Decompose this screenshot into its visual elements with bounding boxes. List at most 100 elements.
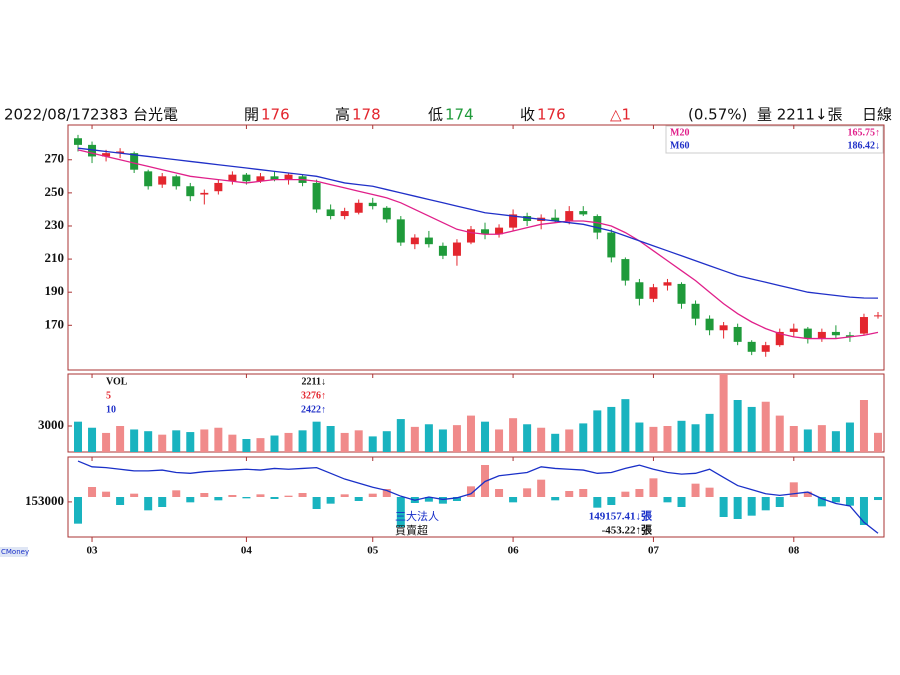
candle-body	[396, 219, 405, 243]
net-bar	[102, 491, 111, 497]
candle-body	[621, 259, 630, 281]
volume-bar	[102, 432, 111, 452]
net-bar	[130, 493, 139, 497]
candle-body	[172, 176, 181, 187]
date: 2022/08/17	[4, 106, 90, 124]
volume-bar	[130, 429, 139, 452]
change-pct: (0.57%)	[688, 106, 747, 124]
volume-bar	[593, 410, 602, 452]
ma-line	[77, 147, 879, 299]
net-bar	[565, 491, 574, 497]
net-bar	[172, 490, 181, 497]
x-tick-label: 03	[87, 545, 99, 557]
volume-bar	[452, 425, 461, 452]
low: 174	[445, 106, 474, 124]
ma-legend-value: 165.75↑	[848, 127, 881, 138]
high: 178	[352, 106, 381, 124]
volume-bar	[874, 432, 882, 452]
y-tick-label: 270	[45, 151, 65, 166]
high-label: 高	[335, 106, 350, 124]
net-bar	[382, 489, 391, 497]
volume-bar	[523, 424, 532, 452]
candle-body	[845, 335, 854, 337]
net-value: -453.22↑張	[602, 524, 653, 537]
net-bar	[424, 497, 433, 502]
volume-bar	[242, 439, 251, 452]
net-bar	[452, 497, 461, 501]
net-bar	[677, 497, 686, 507]
volume-bar	[719, 374, 728, 452]
net-bar	[270, 497, 279, 499]
volume-bar	[396, 419, 405, 452]
volume-bar	[200, 429, 209, 452]
candle-body	[466, 229, 475, 243]
volume-bar	[186, 432, 195, 452]
candle-body	[102, 153, 111, 157]
x-tick-label: 08	[788, 545, 800, 557]
volume-bar	[382, 431, 391, 452]
net-bar	[859, 497, 868, 525]
candle-body	[635, 282, 644, 299]
net-bar	[326, 497, 335, 504]
candle-body	[354, 202, 363, 213]
candle-body	[368, 202, 377, 207]
net-bar	[466, 486, 475, 497]
volume-bar	[677, 420, 686, 452]
candle-body	[761, 345, 770, 352]
candle-body	[747, 341, 756, 352]
volume-bar	[74, 421, 82, 452]
volume-bar	[565, 429, 574, 452]
net-bar	[242, 497, 251, 499]
net-bar	[803, 491, 812, 497]
candle-body	[719, 325, 728, 331]
net-bar	[874, 497, 882, 501]
candle-body	[831, 331, 840, 336]
volume-bar	[691, 424, 700, 452]
candle-body	[509, 214, 518, 228]
candle-body	[438, 245, 447, 256]
volume-bar	[551, 433, 560, 452]
net-bar	[705, 487, 714, 497]
net-bar	[200, 493, 209, 497]
y-tick-label: 230	[45, 217, 65, 232]
net-bar	[817, 497, 826, 507]
volume-bar	[775, 415, 784, 452]
price-panel	[67, 124, 885, 371]
volume-ma-name: 10	[106, 404, 116, 415]
ma-legend-box	[665, 125, 884, 154]
volume-bar	[663, 426, 672, 452]
candle-body	[551, 217, 560, 222]
candle-body	[242, 174, 251, 182]
y-tick-label: 3000	[38, 417, 64, 432]
volume-bar	[424, 424, 433, 452]
candle-body	[158, 176, 167, 185]
source: CMoney	[1, 548, 29, 556]
volume-bar	[284, 432, 293, 452]
volume-bar	[509, 418, 518, 452]
net-bar	[761, 497, 770, 511]
candle-body	[130, 153, 139, 170]
x-tick-label: 05	[367, 545, 379, 557]
candle-body	[284, 174, 293, 180]
ma-line	[77, 149, 879, 340]
volume-bar	[368, 436, 377, 452]
candle-body	[481, 229, 490, 235]
net-bar	[635, 489, 644, 497]
volume-bar	[228, 434, 237, 452]
candle-body	[256, 176, 265, 182]
close: 176	[537, 106, 566, 124]
net-bar	[144, 497, 153, 511]
volume-bar	[789, 426, 798, 452]
candle-body	[803, 328, 812, 339]
change: △1	[610, 106, 631, 124]
net-bar	[509, 497, 518, 503]
candle-body	[649, 287, 658, 299]
volume-bar	[88, 427, 97, 452]
net-bar	[789, 482, 798, 497]
y-tick-label: 210	[45, 250, 65, 265]
net-bar	[312, 497, 321, 509]
candle-body	[579, 211, 588, 215]
candle-body	[144, 171, 153, 187]
net-bar	[186, 497, 195, 503]
